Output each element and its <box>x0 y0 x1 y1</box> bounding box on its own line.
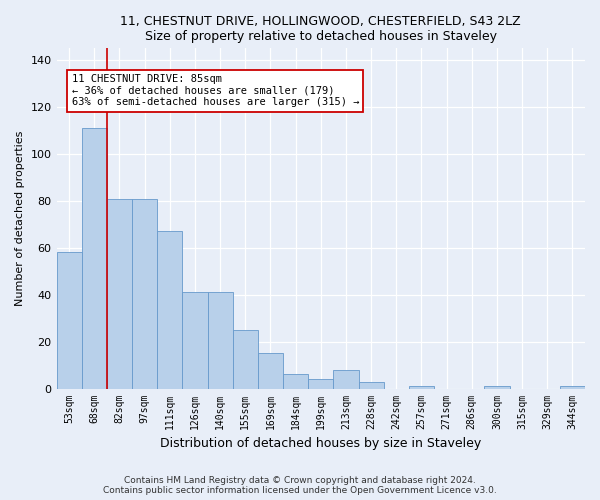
Bar <box>182 292 208 388</box>
Bar <box>258 354 283 388</box>
X-axis label: Distribution of detached houses by size in Staveley: Distribution of detached houses by size … <box>160 437 481 450</box>
Text: Contains HM Land Registry data © Crown copyright and database right 2024.
Contai: Contains HM Land Registry data © Crown c… <box>103 476 497 495</box>
Bar <box>208 292 233 388</box>
Y-axis label: Number of detached properties: Number of detached properties <box>15 131 25 306</box>
Bar <box>560 386 585 388</box>
Bar <box>56 252 82 388</box>
Bar <box>132 198 157 388</box>
Bar <box>334 370 359 388</box>
Bar <box>82 128 107 388</box>
Bar <box>484 386 509 388</box>
Text: 11 CHESTNUT DRIVE: 85sqm
← 36% of detached houses are smaller (179)
63% of semi-: 11 CHESTNUT DRIVE: 85sqm ← 36% of detach… <box>71 74 359 108</box>
Bar <box>359 382 383 388</box>
Bar <box>107 198 132 388</box>
Bar <box>409 386 434 388</box>
Bar <box>283 374 308 388</box>
Bar <box>233 330 258 388</box>
Bar <box>157 232 182 388</box>
Bar <box>308 379 334 388</box>
Title: 11, CHESTNUT DRIVE, HOLLINGWOOD, CHESTERFIELD, S43 2LZ
Size of property relative: 11, CHESTNUT DRIVE, HOLLINGWOOD, CHESTER… <box>121 15 521 43</box>
